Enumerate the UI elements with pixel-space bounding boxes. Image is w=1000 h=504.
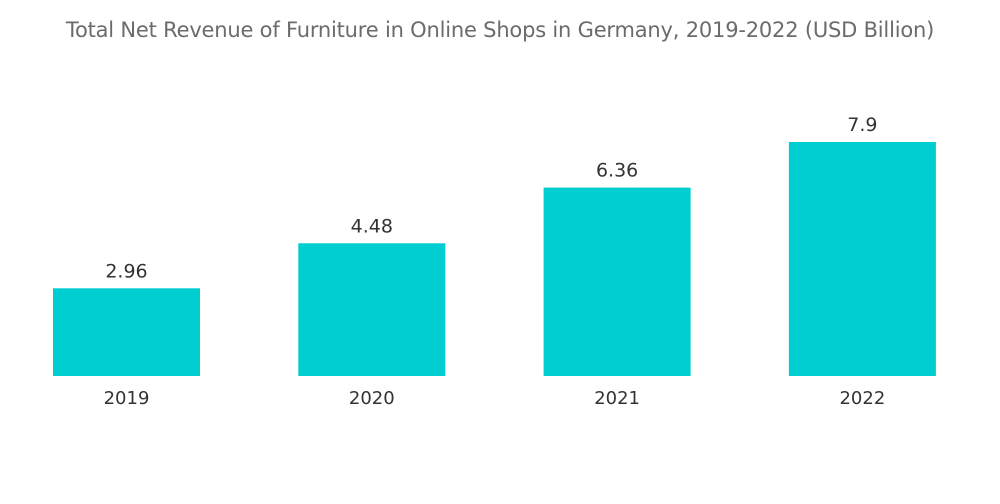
value-label-2019: 2.96 [105, 260, 147, 282]
bar-2019 [53, 288, 200, 376]
category-label-2019: 2019 [104, 388, 150, 409]
category-labels-group: 2019 2020 2021 2022 [104, 388, 886, 409]
bar-2021 [543, 187, 691, 376]
bar-2020 [298, 243, 446, 376]
bar-2022 [788, 142, 936, 376]
bars-group [53, 142, 936, 376]
value-label-2021: 6.36 [596, 160, 638, 182]
value-labels-group: 2.96 4.48 6.36 7.9 [105, 114, 877, 282]
category-label-2020: 2020 [349, 388, 395, 409]
chart-title: Total Net Revenue of Furniture in Online… [65, 18, 935, 42]
value-label-2020: 4.48 [351, 215, 393, 237]
category-label-2021: 2021 [594, 388, 640, 409]
value-label-2022: 7.9 [847, 114, 877, 136]
category-label-2022: 2022 [839, 388, 885, 409]
